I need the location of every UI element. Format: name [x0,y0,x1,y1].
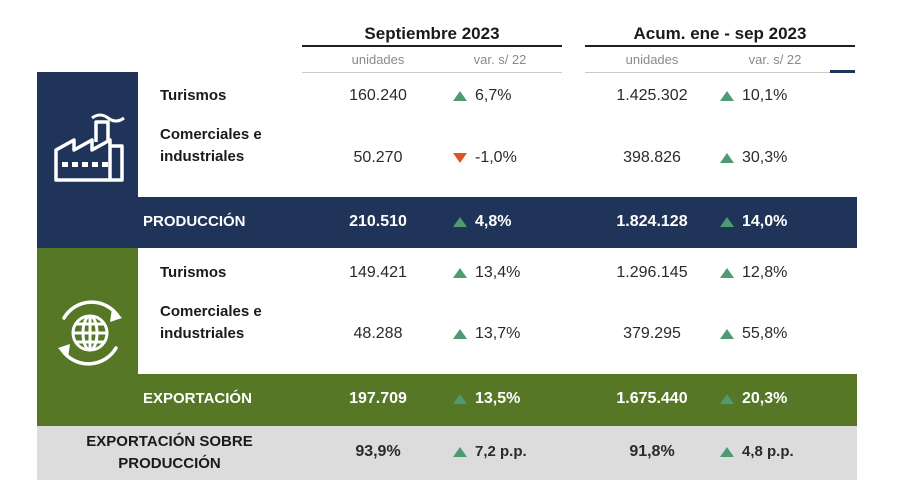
ratio-sep-var: 7,2 p.p. [453,443,527,460]
ratio-label: EXPORTACIÓN SOBRE PRODUCCIÓN [57,431,282,475]
up-arrow-icon [720,329,734,339]
up-arrow-icon [453,394,467,404]
export-total-acc-var-value: 20,3% [742,390,788,407]
up-arrow-icon [720,153,734,163]
up-arrow-icon [720,268,734,278]
export-row-label-turismos: Turismos [160,264,227,281]
production-total-acc-var-value: 14,0% [742,213,788,230]
export-comerciales-acc-var: 55,8% [720,325,787,343]
export-comerciales-acc-units: 379.295 [623,325,681,342]
production-comerciales-acc-units: 398.826 [623,149,681,166]
up-arrow-icon [720,394,734,404]
production-total-acc-var: 14,0% [720,213,787,231]
production-total-sep-var-value: 4,8% [475,213,512,230]
production-turismos-acc-var: 10,1% [720,87,787,105]
period-september-title: Septiembre 2023 [364,24,500,43]
production-row-label-turismos: Turismos [160,87,227,104]
production-comerciales-acc-var: 30,3% [720,149,787,167]
globe-cycle-icon [50,294,130,372]
export-total-sep-var-value: 13,5% [475,390,521,407]
period-accumulated-rule [585,45,855,47]
up-arrow-icon [453,329,467,339]
export-total-acc-var: 20,3% [720,390,787,408]
factory-icon [48,112,128,184]
up-arrow-icon [453,91,467,101]
export-comerciales-sep-var-value: 13,7% [475,325,521,342]
ratio-label-line2: PRODUCCIÓN [118,455,221,472]
export-turismos-sep-var-value: 13,4% [475,264,521,281]
export-turismos-acc-var-value: 12,8% [742,264,788,281]
up-arrow-icon [453,217,467,227]
production-comerciales-sep-var-value: -1,0% [475,149,517,166]
export-turismos-acc-var: 12,8% [720,264,787,282]
export-total-sep-units: 197.709 [349,390,407,407]
export-comerciales-sep-var: 13,7% [453,325,520,343]
production-total-acc-units: 1.824.128 [616,213,688,230]
production-total-bar [137,197,857,248]
col-units-acc: unidades [625,52,679,67]
production-total-sep-var: 4,8% [453,213,511,231]
export-icon-panel [37,248,138,426]
ratio-sep-var-value: 7,2 p.p. [475,443,527,460]
ratio-acc-var-value: 4,8 p.p. [742,443,794,460]
ratio-acc-var: 4,8 p.p. [720,443,794,460]
up-arrow-icon [720,446,734,457]
col-var-sep: var. s/ 22 [473,52,527,67]
export-turismos-sep-units: 149.421 [349,264,407,281]
production-turismos-sep-var-value: 6,7% [475,87,512,104]
production-row-label-comerciales: Comerciales e industriales [160,126,262,165]
export-total-acc-units: 1.675.440 [616,390,688,407]
production-turismos-acc-units: 1.425.302 [616,87,688,104]
export-turismos-sep-var: 13,4% [453,264,520,282]
col-units-sep: unidades [351,52,405,67]
export-comerciales-sep-units: 48.288 [353,325,403,342]
export-turismos-acc-units: 1.296.145 [616,264,688,281]
production-turismos-acc-var-value: 10,1% [742,87,788,104]
subheader-accent [830,70,855,73]
export-total-sep-var: 13,5% [453,390,520,408]
period-accumulated-title: Acum. ene - sep 2023 [633,24,807,43]
export-total-label: EXPORTACIÓN [143,390,252,407]
down-arrow-icon [453,153,467,163]
up-arrow-icon [720,91,734,101]
production-comerciales-sep-var: -1,0% [453,149,517,167]
subheader-rule-acc [585,72,855,73]
ratio-acc-value: 91,8% [629,443,675,460]
up-arrow-icon [453,268,467,278]
production-turismos-sep-var: 6,7% [453,87,511,105]
ratio-sep-value: 93,9% [355,443,401,460]
production-comerciales-acc-var-value: 30,3% [742,149,788,166]
production-comerciales-sep-units: 50.270 [353,149,403,166]
production-total-label: PRODUCCIÓN [143,213,246,230]
export-total-bar [137,374,857,426]
col-var-acc: var. s/ 22 [748,52,802,67]
export-row-label-comerciales: Comerciales e industriales [160,303,262,342]
export-comerciales-acc-var-value: 55,8% [742,325,788,342]
up-arrow-icon [720,217,734,227]
period-september-rule [302,45,562,47]
subheader-rule-sep [302,72,562,73]
up-arrow-icon [453,446,467,457]
production-total-sep-units: 210.510 [349,213,407,230]
production-turismos-sep-units: 160.240 [349,87,407,104]
ratio-label-line1: EXPORTACIÓN SOBRE [86,433,253,450]
